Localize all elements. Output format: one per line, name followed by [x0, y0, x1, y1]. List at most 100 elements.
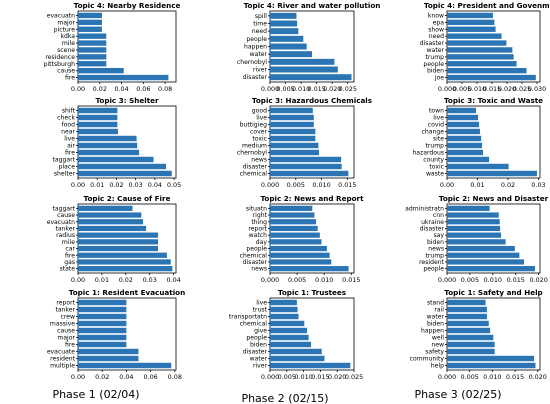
category-label: trump — [425, 54, 444, 61]
chart-panel-11: Topic 1: Trustees riverwaterdisasterbiden… — [229, 288, 363, 381]
x-tick-label: 0.02 — [501, 181, 515, 189]
bar-water — [447, 313, 487, 320]
bar-chemical — [270, 170, 349, 177]
category-label: happen — [244, 44, 267, 51]
x-tick-label: 0.04 — [114, 85, 128, 93]
bar-evacuatn — [78, 12, 102, 19]
category-label: know — [428, 12, 444, 19]
category-label: covid — [428, 122, 444, 129]
category-label: live — [256, 300, 267, 307]
category-label: buttigieg — [240, 122, 268, 129]
bar-watch — [270, 232, 320, 238]
x-tick-label: 0.005 — [288, 276, 306, 284]
category-label: need — [252, 28, 267, 35]
chart-panels: Topic 4: Nearby Residencefirecausepittsb… — [44, 1, 550, 381]
category-label: cause — [57, 212, 75, 219]
category-label: thing — [251, 219, 267, 226]
category-label: disaster — [420, 40, 445, 47]
category-label: biden — [427, 239, 444, 246]
bar-residence — [78, 54, 107, 60]
bar-disaster — [270, 74, 352, 81]
bar-know — [447, 12, 493, 19]
category-label: major — [57, 335, 75, 342]
category-label: report — [56, 300, 75, 307]
category-label: safety — [425, 349, 444, 356]
bar-toxic — [447, 163, 509, 170]
category-label: watch — [249, 232, 267, 239]
category-label: resident — [419, 259, 444, 266]
phase-1-label: Phase 1 (02/04) — [52, 388, 139, 401]
chart-title: Topic 1: Safety and Help — [444, 288, 542, 297]
bar-trump — [447, 252, 520, 258]
category-label: trust — [253, 307, 268, 314]
category-label: disaster — [243, 259, 268, 266]
x-tick-label: 0.000 — [261, 276, 279, 284]
category-label: tanker — [55, 307, 75, 314]
bar-disaster — [447, 225, 501, 232]
category-label: chernobyl — [237, 59, 267, 66]
x-tick-label: 0.08 — [168, 373, 182, 381]
bar-people — [447, 61, 517, 67]
category-label: day — [256, 239, 268, 246]
chart-panel-3: Topic 4: President and Govenment joebiden… — [420, 1, 550, 93]
chart-panel-7: Topic 2: Cause of Fire stategasfirecarmil… — [47, 194, 181, 284]
category-label: toxic — [252, 136, 267, 143]
category-label: need — [429, 33, 444, 40]
x-tick-label: 0.02 — [93, 85, 107, 93]
x-tick-label: 0.00 — [440, 181, 454, 189]
category-label: near — [61, 129, 75, 136]
x-tick-label: 0.010 — [468, 85, 486, 93]
category-label: well — [432, 335, 444, 342]
chart-panel-1: Topic 4: Nearby Residence firecausepittsb… — [44, 1, 181, 93]
x-tick-label: 0.000 — [438, 373, 456, 381]
bar-disaster — [447, 40, 507, 46]
bar-time — [270, 20, 298, 27]
bar-biden — [447, 67, 527, 74]
bar-air — [78, 142, 138, 149]
x-tick-label: 0.025 — [345, 373, 363, 381]
bar-trump — [447, 54, 514, 60]
bar-good — [270, 107, 313, 114]
plot-frame — [269, 297, 355, 371]
bar-resident — [447, 259, 524, 265]
bar-live — [270, 114, 314, 121]
chart-title: Topic 4: President and Govenment — [424, 1, 550, 10]
category-label: live — [256, 115, 267, 122]
bar-cnn — [447, 212, 499, 218]
bar-show — [447, 26, 496, 32]
category-label: live — [64, 136, 75, 143]
x-tick-label: 0.020 — [498, 85, 516, 93]
x-tick-label: 0.005 — [453, 85, 471, 93]
chart-panel-6: Topic 3: Toxic and Waste wastetoxiccounty… — [412, 96, 545, 189]
x-tick-label: 0.015 — [507, 276, 525, 284]
category-label: fire — [65, 342, 75, 349]
category-label: major — [57, 19, 75, 26]
bar-buttigieg — [270, 121, 314, 128]
x-tick-label: 0.04 — [119, 373, 133, 381]
category-label: people — [423, 266, 444, 273]
bar-cause — [78, 212, 142, 218]
chart-title: Topic 2: Cause of Fire — [84, 194, 171, 203]
category-label: picture — [54, 26, 76, 33]
category-label: stand — [427, 300, 444, 307]
x-tick-label: 0.04 — [166, 276, 180, 284]
category-label: joe — [434, 75, 444, 82]
chart-panel-2: Topic 4: River and water pollution disast… — [237, 1, 381, 93]
x-tick-label: 0.06 — [136, 85, 150, 93]
bar-water — [447, 47, 513, 53]
category-label: news — [251, 157, 267, 164]
bar-well — [447, 334, 494, 341]
category-label: ukraine — [421, 219, 444, 226]
x-tick-label: 0.00 — [71, 85, 85, 93]
category-label: county — [423, 157, 444, 164]
bar-crew — [78, 313, 127, 320]
bar-car — [78, 245, 159, 252]
category-label: radius — [56, 232, 75, 239]
x-tick-label: 0.000 — [261, 373, 279, 381]
bar-biden — [447, 320, 489, 327]
category-label: trump — [425, 252, 444, 259]
bar-hazardous — [447, 149, 483, 156]
bar-pittsburgh — [78, 61, 107, 67]
chart-panel-9: Topic 2: News and Disaster peopleresident… — [405, 194, 548, 284]
category-label: disaster — [243, 164, 268, 171]
